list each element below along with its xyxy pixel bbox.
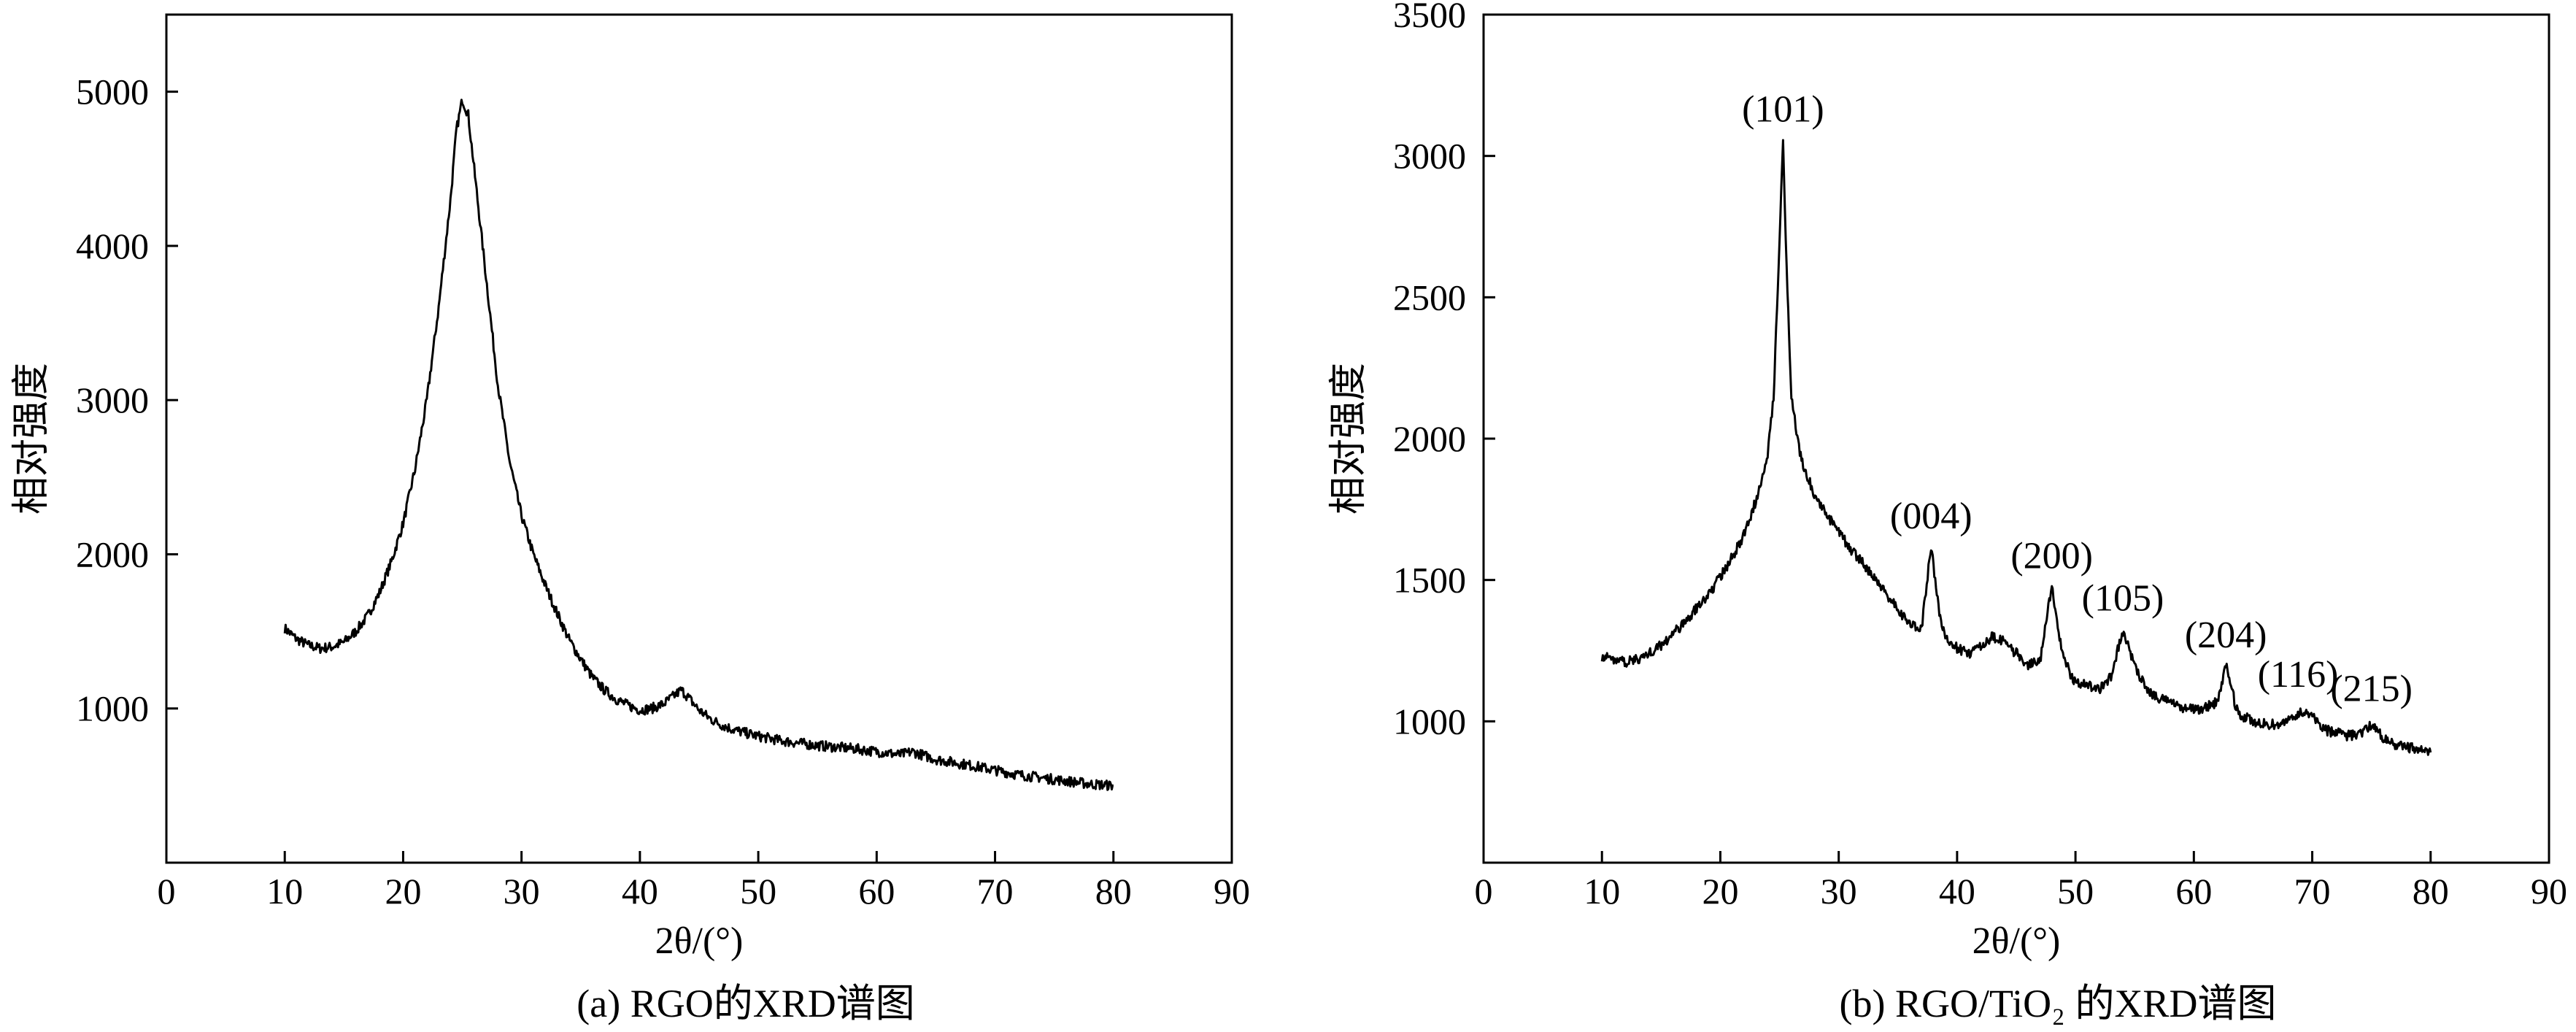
panel-a-rgo-xrd: 0 10 20 30 40 50 60 70 80 9010002000300040005000 … (11, 13, 1250, 1025)
panel-caption: (a) RGO的XRD谱图 (576, 982, 914, 1025)
y-tick-label: 3000 (76, 380, 149, 420)
y-tick-label: 1500 (1393, 560, 1466, 601)
xrd-series-line (1600, 139, 2432, 756)
x-tick-label: 70 (2294, 871, 2331, 912)
x-tick-label: 70 (977, 871, 1014, 912)
series-group (283, 99, 1114, 791)
y-tick-label: 5000 (76, 72, 149, 112)
peak-annotation: (101) (1742, 88, 1824, 130)
axis-ticks: 0 10 20 30 40 50 60 70 80 90 1000 1500 2000 2500 3000 3… (1393, 0, 2567, 912)
x-axis-title: 2θ/(°) (1973, 920, 2061, 962)
y-tick-label: 2500 (1393, 277, 1466, 317)
x-tick-label: 0 (158, 871, 176, 912)
panel-b-rgo-tio2-xrd: 0 10 20 30 40 50 60 70 80 90 1000 1500 2000 2500 3000 3… (1328, 0, 2567, 1025)
peak-annotation: (116) (2258, 654, 2339, 696)
x-tick-label: 60 (2175, 871, 2212, 912)
x-tick-label: 90 (2531, 871, 2567, 912)
peak-annotation: (200) (2010, 535, 2093, 577)
x-tick-label: 50 (2057, 871, 2094, 912)
peak-annotation: (204) (2185, 615, 2267, 656)
plot-frame (1482, 13, 2550, 864)
axis-ticks: 0 10 20 30 40 50 60 70 80 90 1000 2000 3000 4000 5000 (76, 72, 1250, 912)
y-axis-title: 相对强度 (11, 363, 53, 515)
xrd-series-line (283, 99, 1114, 791)
x-tick-label: 80 (1095, 871, 1132, 912)
x-tick-label: 60 (858, 871, 895, 912)
x-tick-label: 30 (1821, 871, 1857, 912)
x-tick-label: 40 (1939, 871, 1975, 912)
x-axis-title: 2θ/(°) (655, 920, 744, 962)
x-tick-label: 20 (385, 871, 421, 912)
x-tick-label: 40 (622, 871, 658, 912)
y-tick-label: 1000 (1393, 701, 1466, 742)
y-tick-label: 3000 (1393, 136, 1466, 177)
peak-annotation: (215) (2330, 668, 2413, 709)
y-tick-label: 4000 (76, 226, 149, 266)
x-tick-label: 80 (2413, 871, 2449, 912)
x-tick-label: 30 (504, 871, 540, 912)
x-tick-label: 10 (1584, 871, 1620, 912)
peak-annotation: (105) (2082, 578, 2164, 620)
x-tick-label: 0 (1475, 871, 1493, 912)
y-tick-label: 2000 (1393, 418, 1466, 459)
panel-caption: (b) RGO/TiO₂ 的XRD谱图 (1840, 982, 2277, 1025)
y-tick-label: 3500 (1393, 0, 1466, 35)
peak-annotation: (004) (1890, 496, 1973, 537)
y-axis-title: 相对强度 (1328, 363, 1370, 515)
y-tick-label: 1000 (76, 688, 149, 729)
plot-frame (165, 13, 1233, 864)
annotation-group: (101) (004) (200)(105) (204)(116)(215) (1742, 88, 2413, 709)
series-group (1600, 139, 2432, 756)
x-tick-label: 20 (1702, 871, 1738, 912)
x-tick-label: 50 (740, 871, 776, 912)
y-tick-label: 2000 (76, 534, 149, 574)
x-tick-label: 90 (1214, 871, 1250, 912)
x-tick-label: 10 (266, 871, 303, 912)
